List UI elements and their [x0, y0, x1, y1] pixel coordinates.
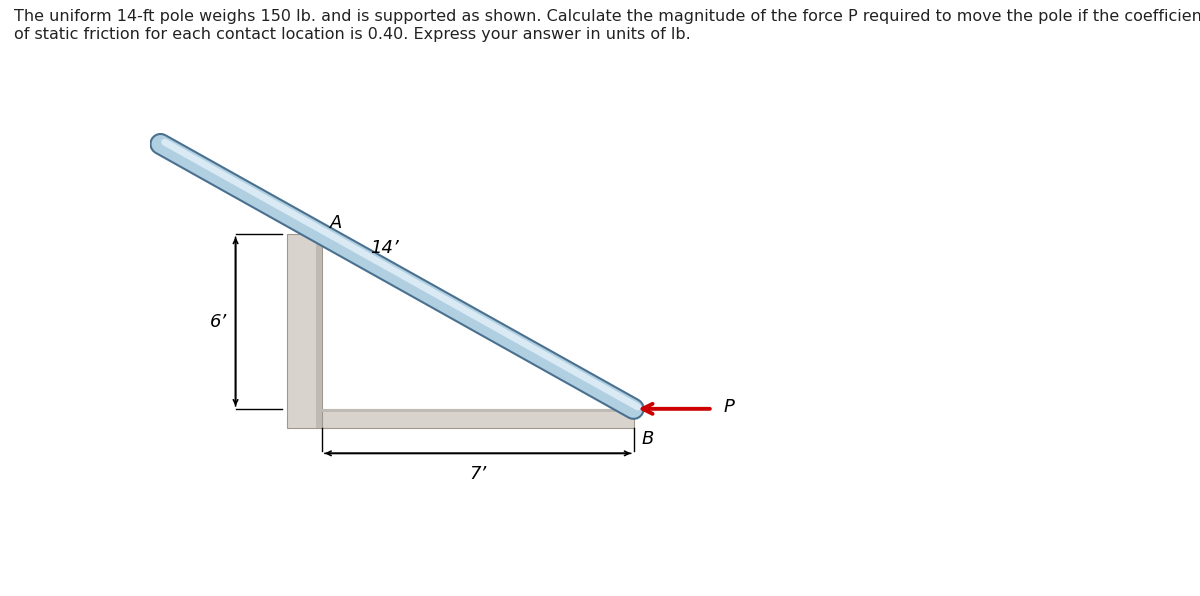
Bar — [322, 409, 634, 428]
Bar — [287, 234, 322, 428]
Text: 6’: 6’ — [210, 313, 228, 331]
Text: 14’: 14’ — [371, 240, 400, 257]
Text: P: P — [724, 398, 734, 415]
Text: 7’: 7’ — [469, 465, 486, 483]
Text: B: B — [641, 430, 654, 448]
Bar — [316, 234, 322, 428]
Text: A: A — [330, 214, 342, 232]
Text: The uniform 14-ft pole weighs 150 lb. and is supported as shown. Calculate the m: The uniform 14-ft pole weighs 150 lb. an… — [14, 9, 1200, 24]
Bar — [322, 409, 634, 412]
Text: of static friction for each contact location is 0.40. Express your answer in uni: of static friction for each contact loca… — [14, 27, 691, 42]
